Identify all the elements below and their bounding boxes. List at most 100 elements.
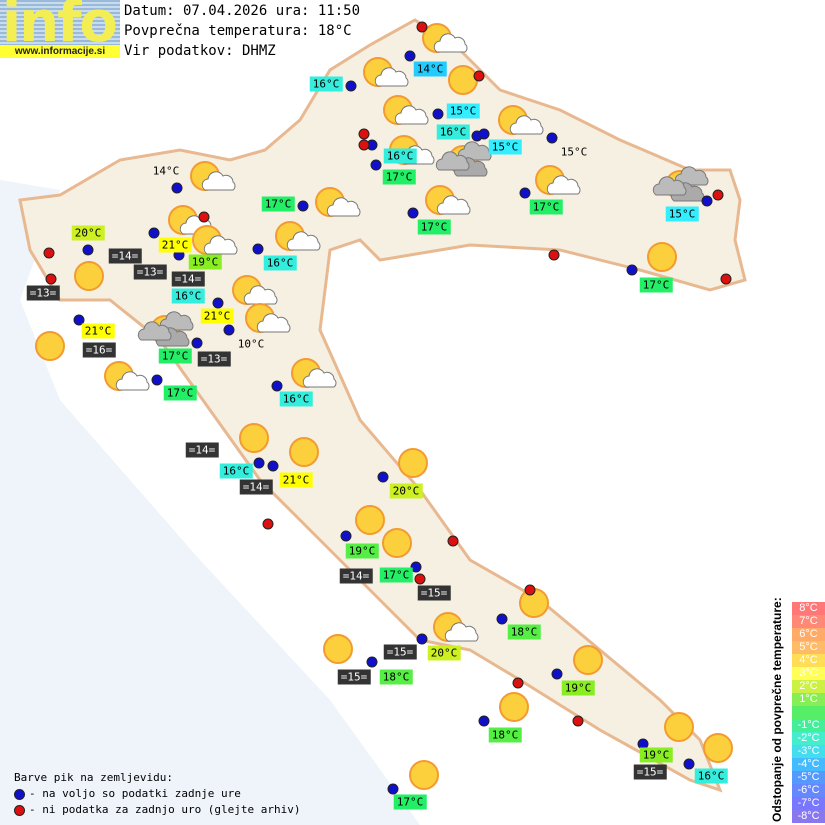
sun-cloud-icon	[104, 361, 150, 391]
temperature-label: 10°C	[237, 337, 265, 351]
sea-temperature-label: =14=	[185, 442, 219, 458]
sea-temperature-label: =15=	[337, 669, 371, 685]
station-dot-available[interactable]	[366, 656, 378, 668]
temperature-label: 16°C	[309, 76, 343, 92]
legend-blue: - na voljo so podatki zadnje ure	[29, 787, 241, 800]
scale-step: 5°C	[792, 641, 825, 654]
station-dot-available[interactable]	[478, 715, 490, 727]
sun-icon	[499, 692, 529, 722]
station-dot-missing[interactable]	[45, 273, 57, 285]
temperature-label: 21°C	[279, 472, 313, 488]
station-dot-available[interactable]	[496, 613, 508, 625]
station-dot-available[interactable]	[271, 380, 283, 392]
red-dot-icon	[14, 804, 25, 816]
station-dot-available[interactable]	[148, 227, 160, 239]
temperature-label: 20°C	[389, 483, 423, 499]
scale-step: -5°C	[792, 771, 825, 784]
temperature-label: 17°C	[379, 567, 413, 583]
sun-cloud-icon	[232, 275, 278, 305]
legend-red: - ni podatka za zadnjo uro (glejte arhiv…	[29, 803, 301, 816]
sun-icon	[239, 423, 269, 453]
blue-dot-icon	[14, 788, 25, 800]
station-dot-missing[interactable]	[712, 189, 724, 201]
station-dot-missing[interactable]	[416, 21, 428, 33]
station-dot-available[interactable]	[387, 783, 399, 795]
station-dot-missing[interactable]	[262, 518, 274, 530]
station-dot-available[interactable]	[267, 460, 279, 472]
scale-step: 6°C	[792, 628, 825, 641]
temperature-label: 19°C	[561, 680, 595, 696]
average-temperature: Povprečna temperatura: 18°C	[124, 23, 352, 39]
station-dot-missing[interactable]	[358, 128, 370, 140]
station-dot-available[interactable]	[370, 159, 382, 171]
station-dot-available[interactable]	[410, 561, 422, 573]
sea-temperature-label: =14=	[171, 271, 205, 287]
station-dot-missing[interactable]	[414, 573, 426, 585]
station-dot-available[interactable]	[73, 314, 85, 326]
temperature-label: 19°C	[639, 747, 673, 763]
sun-icon	[647, 242, 677, 272]
scale-step: 8°C	[792, 602, 825, 615]
data-source: Vir podatkov: DHMZ	[124, 43, 276, 59]
station-dot-available[interactable]	[626, 264, 638, 276]
temperature-label: 21°C	[81, 323, 115, 339]
station-dot-missing[interactable]	[358, 139, 370, 151]
station-dot-available[interactable]	[416, 633, 428, 645]
scale-step: -7°C	[792, 797, 825, 810]
scale-step	[792, 706, 825, 719]
scale-step: -4°C	[792, 758, 825, 771]
station-dot-missing[interactable]	[524, 584, 536, 596]
station-dot-missing[interactable]	[447, 535, 459, 547]
logo-url[interactable]: www.informacije.si	[0, 45, 120, 58]
station-dot-available[interactable]	[253, 457, 265, 469]
station-dot-available[interactable]	[340, 530, 352, 542]
station-dot-available[interactable]	[701, 195, 713, 207]
logo[interactable]: info www.informacije.si	[0, 0, 120, 58]
sun-icon	[573, 645, 603, 675]
temperature-label: 15°C	[488, 139, 522, 155]
station-dot-available[interactable]	[223, 324, 235, 336]
station-dot-available[interactable]	[171, 182, 183, 194]
station-dot-available[interactable]	[377, 471, 389, 483]
sea-temperature-label: =13=	[133, 264, 167, 280]
station-dot-missing[interactable]	[720, 273, 732, 285]
station-dot-available[interactable]	[551, 668, 563, 680]
station-dot-missing[interactable]	[473, 70, 485, 82]
temperature-label: 15°C	[446, 103, 480, 119]
station-dot-available[interactable]	[478, 128, 490, 140]
station-dot-available[interactable]	[82, 244, 94, 256]
sun-cloud-icon	[291, 358, 337, 388]
scale-step: -3°C	[792, 745, 825, 758]
scale-step: -8°C	[792, 810, 825, 823]
temperature-label: 14°C	[152, 164, 180, 178]
sun-icon	[398, 448, 428, 478]
sun-icon	[289, 437, 319, 467]
station-dot-available[interactable]	[151, 374, 163, 386]
station-dot-available[interactable]	[345, 80, 357, 92]
dot-legend: Barve pik na zemljevidu: - na voljo so p…	[14, 770, 301, 818]
station-dot-available[interactable]	[683, 758, 695, 770]
station-dot-missing[interactable]	[512, 677, 524, 689]
station-dot-missing[interactable]	[43, 247, 55, 259]
station-dot-missing[interactable]	[198, 211, 210, 223]
station-dot-missing[interactable]	[548, 249, 560, 261]
station-dot-available[interactable]	[407, 207, 419, 219]
station-dot-available[interactable]	[212, 297, 224, 309]
sea-temperature-label: =15=	[383, 644, 417, 660]
station-dot-available[interactable]	[404, 50, 416, 62]
station-dot-available[interactable]	[519, 187, 531, 199]
station-dot-missing[interactable]	[572, 715, 584, 727]
sun-icon	[323, 634, 353, 664]
temperature-label: 16°C	[279, 391, 313, 407]
temperature-label: 17°C	[393, 794, 427, 810]
station-dot-available[interactable]	[546, 132, 558, 144]
station-dot-available[interactable]	[297, 200, 309, 212]
temperature-label: 15°C	[665, 206, 699, 222]
station-dot-available[interactable]	[252, 243, 264, 255]
scale-step: 3°C	[792, 667, 825, 680]
sea-temperature-label: =14=	[339, 568, 373, 584]
sun-icon	[409, 760, 439, 790]
station-dot-available[interactable]	[432, 108, 444, 120]
station-dot-available[interactable]	[191, 337, 203, 349]
